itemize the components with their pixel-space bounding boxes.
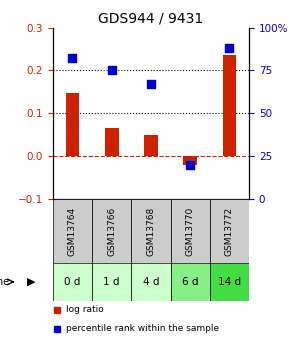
Text: 14 d: 14 d <box>218 277 241 287</box>
Bar <box>223 56 236 156</box>
Point <box>227 46 232 51</box>
Bar <box>144 135 158 156</box>
Text: 1 d: 1 d <box>103 277 120 287</box>
FancyBboxPatch shape <box>53 263 92 300</box>
Text: GSM13770: GSM13770 <box>186 206 195 256</box>
Point <box>149 81 153 87</box>
FancyBboxPatch shape <box>171 263 210 300</box>
Text: GSM13772: GSM13772 <box>225 206 234 256</box>
Bar <box>183 156 197 165</box>
Point <box>188 162 193 167</box>
Text: log ratio: log ratio <box>67 305 104 315</box>
Text: GSM13764: GSM13764 <box>68 206 77 256</box>
Text: percentile rank within the sample: percentile rank within the sample <box>67 324 220 333</box>
Title: GDS944 / 9431: GDS944 / 9431 <box>98 11 204 25</box>
Text: 4 d: 4 d <box>143 277 159 287</box>
Text: GSM13766: GSM13766 <box>107 206 116 256</box>
Point <box>109 68 114 73</box>
Bar <box>105 128 118 156</box>
FancyBboxPatch shape <box>210 199 249 263</box>
FancyBboxPatch shape <box>210 263 249 300</box>
FancyBboxPatch shape <box>131 263 171 300</box>
FancyBboxPatch shape <box>92 199 131 263</box>
Text: time: time <box>0 277 10 287</box>
Bar <box>66 93 79 156</box>
Text: 6 d: 6 d <box>182 277 198 287</box>
FancyBboxPatch shape <box>171 199 210 263</box>
FancyBboxPatch shape <box>131 199 171 263</box>
FancyBboxPatch shape <box>92 263 131 300</box>
FancyBboxPatch shape <box>53 199 92 263</box>
Text: GSM13768: GSM13768 <box>146 206 155 256</box>
Text: 0 d: 0 d <box>64 277 81 287</box>
Text: ▶: ▶ <box>27 277 36 287</box>
Point <box>70 56 75 61</box>
